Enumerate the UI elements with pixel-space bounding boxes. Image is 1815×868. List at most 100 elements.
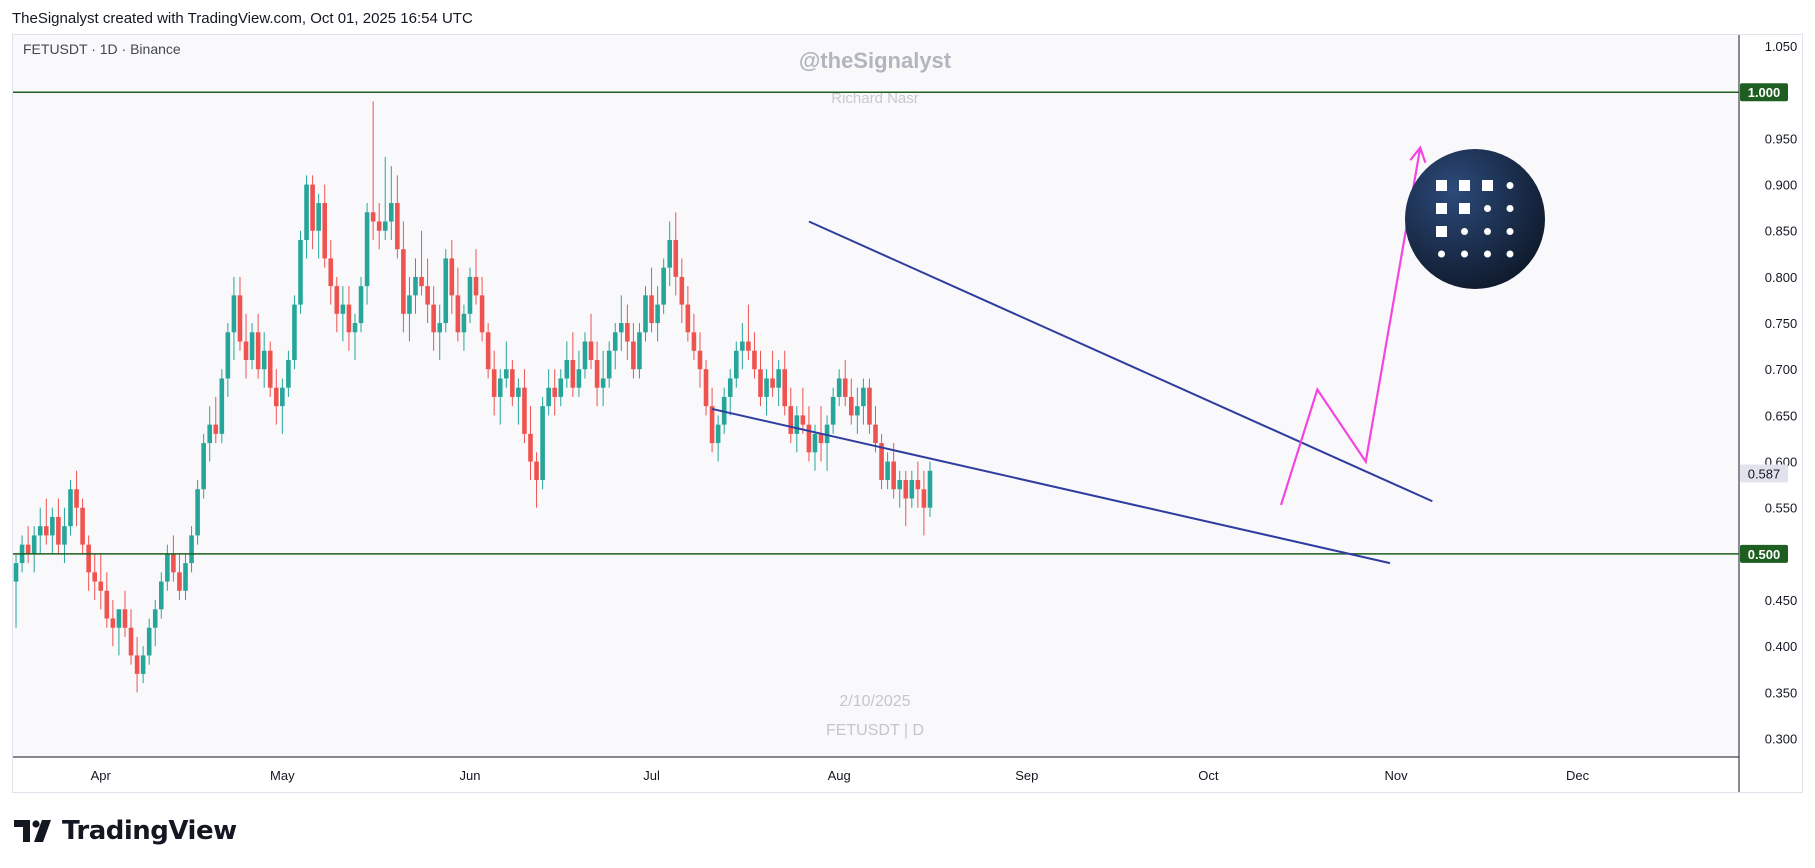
candle-body bbox=[419, 276, 424, 287]
chart-frame[interactable]: FETUSDT · 1D · Binance @theSignalyst Ric… bbox=[12, 34, 1803, 793]
candle-body bbox=[697, 350, 703, 370]
candle-body bbox=[231, 295, 237, 333]
candle-body bbox=[322, 203, 328, 259]
price-tick-label: 0.700 bbox=[1765, 362, 1798, 377]
candle bbox=[31, 526, 37, 573]
candle bbox=[158, 572, 164, 619]
candle bbox=[540, 396, 545, 490]
candle bbox=[697, 332, 703, 388]
candle bbox=[346, 286, 352, 351]
candle-body bbox=[903, 480, 909, 499]
candle-body bbox=[600, 378, 606, 388]
candle-body bbox=[661, 267, 666, 305]
candle-body bbox=[467, 276, 473, 314]
candle bbox=[110, 600, 116, 647]
candle bbox=[116, 609, 122, 656]
time-tick-label: Apr bbox=[91, 768, 112, 783]
wedge-trendline[interactable] bbox=[808, 220, 1433, 503]
candle bbox=[921, 470, 927, 536]
candle bbox=[152, 600, 158, 647]
candle bbox=[497, 369, 503, 425]
candle-body bbox=[788, 406, 794, 434]
time-tick-label: Nov bbox=[1384, 768, 1408, 783]
candle bbox=[727, 369, 733, 416]
candle bbox=[479, 276, 485, 342]
candle-body bbox=[709, 406, 715, 444]
candle-body bbox=[98, 581, 104, 591]
candle-body bbox=[830, 396, 836, 425]
candle-body bbox=[770, 378, 775, 388]
logo-circle bbox=[1405, 149, 1545, 289]
candle-body bbox=[915, 480, 921, 490]
candle bbox=[606, 341, 612, 388]
candle-body bbox=[92, 572, 98, 582]
candle-body bbox=[818, 433, 824, 444]
candle-body bbox=[516, 387, 521, 397]
time-axis[interactable]: Apr May Jun Jul Aug Sep Oct Nov Dec bbox=[91, 768, 1590, 783]
level-price-badge bbox=[1740, 83, 1788, 102]
candle bbox=[655, 286, 660, 342]
candle bbox=[449, 239, 455, 314]
candle bbox=[213, 396, 219, 444]
candlestick-chart[interactable]: FETUSDT · 1D · Binance @theSignalyst Ric… bbox=[13, 35, 1802, 792]
candle bbox=[776, 359, 781, 407]
candle-body bbox=[292, 304, 297, 360]
candle-body bbox=[298, 239, 303, 305]
candle bbox=[437, 304, 443, 360]
candle bbox=[407, 276, 412, 342]
candle-body bbox=[183, 563, 188, 591]
candle-body bbox=[267, 350, 273, 388]
price-tick-label: 0.950 bbox=[1765, 131, 1798, 146]
candle-body bbox=[431, 304, 436, 333]
candle bbox=[788, 387, 794, 444]
candle-body bbox=[140, 655, 146, 674]
candle-body bbox=[443, 258, 449, 324]
candle bbox=[915, 461, 921, 508]
candle-body bbox=[800, 415, 806, 425]
candle-body bbox=[346, 304, 352, 333]
candle bbox=[649, 267, 654, 333]
candle-body bbox=[62, 526, 67, 545]
candle bbox=[56, 498, 61, 554]
candle-body bbox=[927, 470, 933, 508]
candle bbox=[237, 276, 243, 351]
level-price-label: 0.500 bbox=[1748, 547, 1781, 562]
candle-body bbox=[576, 369, 582, 388]
candle bbox=[879, 433, 884, 490]
candle-body bbox=[304, 184, 309, 240]
candle bbox=[104, 572, 110, 628]
candle-body bbox=[116, 609, 122, 628]
candle-body bbox=[479, 295, 485, 333]
candle bbox=[746, 304, 751, 360]
candle-body bbox=[552, 387, 558, 397]
candle bbox=[752, 332, 757, 379]
candle bbox=[43, 498, 49, 545]
candle-body bbox=[842, 378, 848, 397]
candle bbox=[824, 415, 830, 471]
candle bbox=[637, 323, 642, 379]
candle bbox=[243, 313, 249, 379]
candle-body bbox=[407, 295, 412, 314]
tradingview-logo[interactable]: TradingView bbox=[14, 815, 237, 847]
candle-body bbox=[564, 359, 570, 379]
candle-body bbox=[503, 369, 509, 379]
candle bbox=[770, 350, 775, 397]
candle bbox=[848, 378, 854, 425]
candle bbox=[225, 323, 231, 397]
wedge-trendline[interactable] bbox=[711, 407, 1391, 565]
projection-path[interactable] bbox=[1279, 147, 1422, 506]
price-tick-label: 0.350 bbox=[1765, 685, 1798, 700]
header-caption: TheSignalyst created with TradingView.co… bbox=[12, 10, 473, 27]
candle bbox=[897, 470, 903, 508]
candle bbox=[140, 646, 146, 684]
candle bbox=[334, 276, 340, 333]
candle-body bbox=[776, 369, 781, 388]
candle-body bbox=[13, 563, 19, 582]
candle bbox=[461, 304, 467, 351]
price-axis[interactable]: 1.050 0.950 0.900 0.850 0.800 0.750 0.700 0.650… bbox=[1740, 39, 1798, 747]
candle-body bbox=[395, 203, 400, 250]
candle bbox=[782, 350, 788, 416]
candle bbox=[122, 590, 128, 637]
candle-body bbox=[473, 276, 479, 296]
candle-body bbox=[280, 387, 285, 407]
